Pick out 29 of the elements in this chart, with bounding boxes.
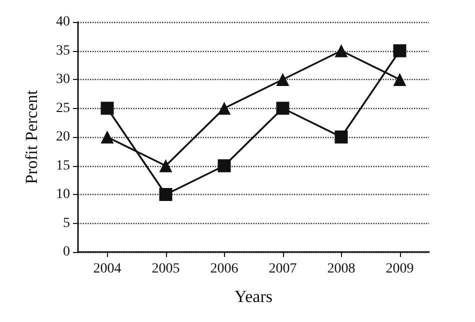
- point: [393, 73, 406, 86]
- point: [159, 159, 172, 172]
- x-tick-label: 2006: [210, 262, 238, 276]
- y-axis-title: Profit Percent: [22, 90, 41, 184]
- point: [100, 102, 114, 115]
- point: [276, 102, 290, 115]
- point: [100, 130, 114, 144]
- point: [276, 73, 290, 86]
- y-tick-label: 25: [56, 100, 70, 116]
- x-tick-label: 2007: [268, 262, 297, 276]
- y-tick-label: 30: [56, 72, 70, 87]
- y-tick-label: 35: [56, 43, 70, 58]
- x-tick-label: 2004: [93, 262, 122, 276]
- point: [218, 159, 231, 172]
- y-tick-label: 40: [56, 14, 70, 30]
- point: [393, 44, 406, 58]
- x-axis-title: Years: [234, 287, 272, 306]
- y-tick-label: 20: [56, 130, 70, 144]
- x-tick-label: 2005: [152, 262, 180, 276]
- point: [159, 188, 172, 201]
- y-tick-label: 10: [56, 187, 70, 202]
- point: [218, 102, 231, 115]
- y-tick-label: 5: [63, 216, 70, 231]
- x-tick-label: 2009: [386, 262, 414, 276]
- point: [334, 44, 348, 58]
- y-tick-label: 15: [56, 158, 70, 174]
- x-tick-label: 2008: [327, 262, 356, 276]
- y-tick-label: 0: [63, 244, 70, 260]
- point: [334, 130, 348, 144]
